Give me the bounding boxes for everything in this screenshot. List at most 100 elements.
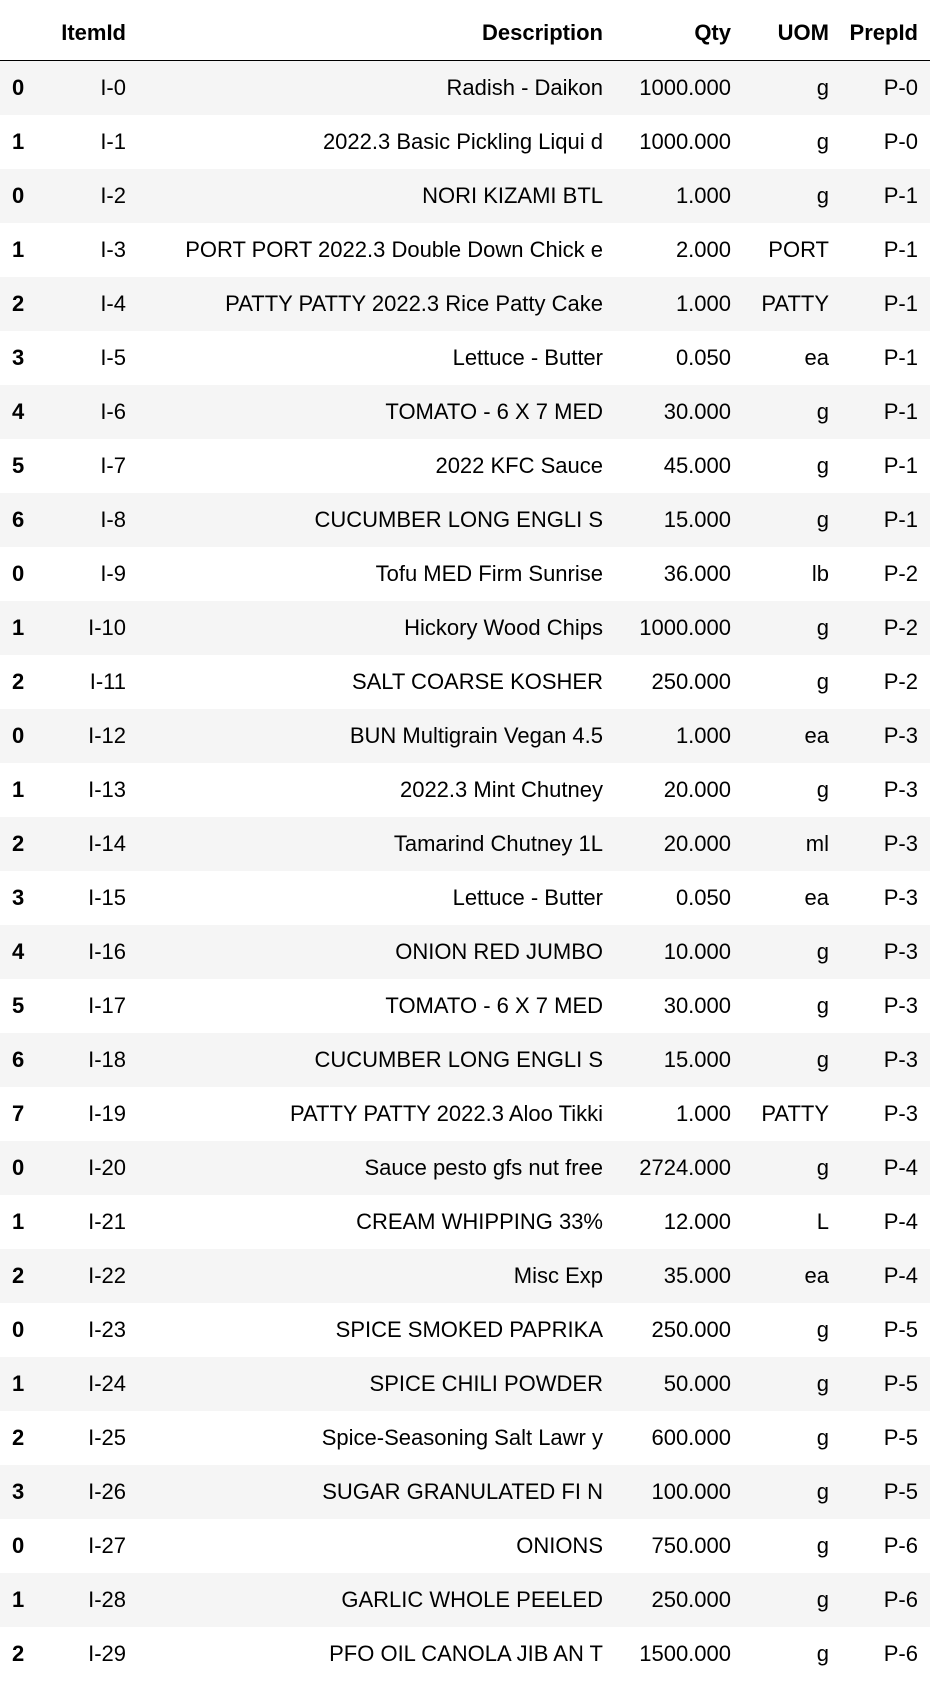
itemid-cell: I-26 bbox=[58, 1465, 138, 1519]
prepid-cell: P-1 bbox=[841, 439, 930, 493]
itemid-cell: I-14 bbox=[58, 817, 138, 871]
prepid-cell: P-6 bbox=[841, 1573, 930, 1627]
itemid-cell: I-19 bbox=[58, 1087, 138, 1141]
prepid-cell: P-3 bbox=[841, 763, 930, 817]
row-index-cell: 4 bbox=[0, 385, 58, 439]
qty-cell: 250.000 bbox=[615, 1573, 743, 1627]
row-index-cell: 1 bbox=[0, 601, 58, 655]
description-cell: CUCUMBER LONG ENGLI S bbox=[138, 1033, 615, 1087]
row-index-cell: 1 bbox=[0, 1195, 58, 1249]
prepid-cell: P-1 bbox=[841, 493, 930, 547]
prepid-cell: P-3 bbox=[841, 709, 930, 763]
prepid-cell: P-4 bbox=[841, 1249, 930, 1303]
uom-cell: ea bbox=[743, 1249, 841, 1303]
itemid-cell: I-18 bbox=[58, 1033, 138, 1087]
prepid-cell: P-2 bbox=[841, 655, 930, 709]
qty-cell: 1000.000 bbox=[615, 61, 743, 116]
itemid-cell: I-13 bbox=[58, 763, 138, 817]
uom-cell: g bbox=[743, 1519, 841, 1573]
itemid-cell: I-20 bbox=[58, 1141, 138, 1195]
description-header: Description bbox=[138, 6, 615, 61]
itemid-cell: I-11 bbox=[58, 655, 138, 709]
row-index-cell: 2 bbox=[0, 817, 58, 871]
uom-cell: g bbox=[743, 1033, 841, 1087]
uom-cell: PORT bbox=[743, 223, 841, 277]
qty-cell: 1000.000 bbox=[615, 601, 743, 655]
row-index-cell: 0 bbox=[0, 169, 58, 223]
itemid-cell: I-27 bbox=[58, 1519, 138, 1573]
description-cell: Hickory Wood Chips bbox=[138, 601, 615, 655]
qty-cell: 45.000 bbox=[615, 439, 743, 493]
uom-cell: g bbox=[743, 1411, 841, 1465]
uom-cell: PATTY bbox=[743, 1087, 841, 1141]
uom-cell: lb bbox=[743, 547, 841, 601]
prepid-cell: P-2 bbox=[841, 547, 930, 601]
uom-cell: g bbox=[743, 979, 841, 1033]
qty-cell: 0.050 bbox=[615, 871, 743, 925]
prepid-cell: P-1 bbox=[841, 385, 930, 439]
description-cell: TOMATO - 6 X 7 MED bbox=[138, 979, 615, 1033]
qty-cell: 20.000 bbox=[615, 817, 743, 871]
qty-cell: 2.000 bbox=[615, 223, 743, 277]
qty-cell: 1.000 bbox=[615, 1087, 743, 1141]
description-cell: PFO OIL CANOLA JIB AN T bbox=[138, 1627, 615, 1681]
uom-cell: g bbox=[743, 601, 841, 655]
qty-cell: 10.000 bbox=[615, 925, 743, 979]
itemid-cell: I-6 bbox=[58, 385, 138, 439]
prepid-cell: P-1 bbox=[841, 223, 930, 277]
itemid-header: ItemId bbox=[58, 6, 138, 61]
prepid-cell: P-2 bbox=[841, 601, 930, 655]
uom-cell: ea bbox=[743, 709, 841, 763]
itemid-cell: I-7 bbox=[58, 439, 138, 493]
description-cell: Radish - Daikon bbox=[138, 61, 615, 116]
row-index-cell: 2 bbox=[0, 1249, 58, 1303]
uom-cell: ea bbox=[743, 331, 841, 385]
description-cell: ONION RED JUMBO bbox=[138, 925, 615, 979]
row-index-cell: 0 bbox=[0, 1519, 58, 1573]
prepid-cell: P-3 bbox=[841, 1033, 930, 1087]
uom-cell: g bbox=[743, 439, 841, 493]
prepid-cell: P-1 bbox=[841, 169, 930, 223]
description-cell: Sauce pesto gfs nut free bbox=[138, 1141, 615, 1195]
qty-cell: 12.000 bbox=[615, 1195, 743, 1249]
prepid-header: PrepId bbox=[841, 6, 930, 61]
uom-cell: g bbox=[743, 1141, 841, 1195]
description-cell: Misc Exp bbox=[138, 1249, 615, 1303]
uom-cell: g bbox=[743, 1357, 841, 1411]
qty-cell: 1.000 bbox=[615, 709, 743, 763]
qty-cell: 20.000 bbox=[615, 763, 743, 817]
prepid-cell: P-5 bbox=[841, 1465, 930, 1519]
qty-cell: 250.000 bbox=[615, 1303, 743, 1357]
index-header bbox=[0, 6, 58, 61]
qty-cell: 36.000 bbox=[615, 547, 743, 601]
qty-cell: 15.000 bbox=[615, 493, 743, 547]
uom-cell: g bbox=[743, 763, 841, 817]
itemid-cell: I-4 bbox=[58, 277, 138, 331]
description-cell: GARLIC WHOLE PEELED bbox=[138, 1573, 615, 1627]
row-index-cell: 3 bbox=[0, 1465, 58, 1519]
itemid-cell: I-25 bbox=[58, 1411, 138, 1465]
description-cell: Lettuce - Butter bbox=[138, 871, 615, 925]
row-index-cell: 5 bbox=[0, 439, 58, 493]
qty-cell: 1000.000 bbox=[615, 115, 743, 169]
uom-cell: ml bbox=[743, 817, 841, 871]
uom-cell: g bbox=[743, 925, 841, 979]
description-cell: Tamarind Chutney 1L bbox=[138, 817, 615, 871]
row-index-cell: 5 bbox=[0, 979, 58, 1033]
row-index-cell: 6 bbox=[0, 493, 58, 547]
description-cell: SPICE SMOKED PAPRIKA bbox=[138, 1303, 615, 1357]
uom-cell: PATTY bbox=[743, 277, 841, 331]
qty-cell: 1.000 bbox=[615, 169, 743, 223]
